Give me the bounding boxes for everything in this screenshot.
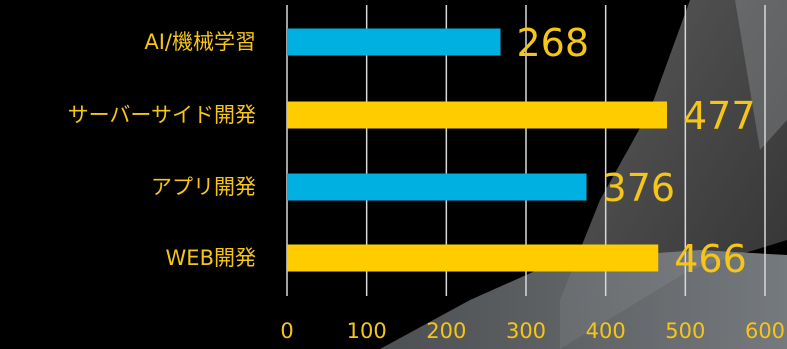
data-label-4: 466 — [674, 237, 747, 281]
data-label-3: 376 — [603, 166, 676, 210]
category-label-4: WEB開発 — [166, 246, 256, 270]
x-tick-label-600: 600 — [745, 319, 785, 343]
category-label-2: サーバーサイド開発 — [68, 103, 256, 127]
data-label-2: 477 — [683, 94, 756, 138]
bar-3 — [287, 173, 587, 201]
data-label-1: 268 — [517, 21, 590, 65]
bars — [287, 28, 668, 272]
x-tick-label-200: 200 — [426, 319, 466, 343]
category-label-3: アプリ開発 — [151, 175, 256, 199]
bar-1 — [287, 28, 501, 56]
bar-4 — [287, 244, 659, 272]
x-tick-label-400: 400 — [586, 319, 626, 343]
x-axis-tick-labels: 0 100 200 300 400 500 600 — [280, 319, 785, 343]
x-tick-label-0: 0 — [280, 319, 293, 343]
category-label-1: AI/機械学習 — [144, 30, 256, 54]
bar-2 — [287, 101, 668, 129]
x-tick-label-100: 100 — [347, 319, 387, 343]
x-tick-label-500: 500 — [665, 319, 705, 343]
x-tick-label-300: 300 — [506, 319, 546, 343]
